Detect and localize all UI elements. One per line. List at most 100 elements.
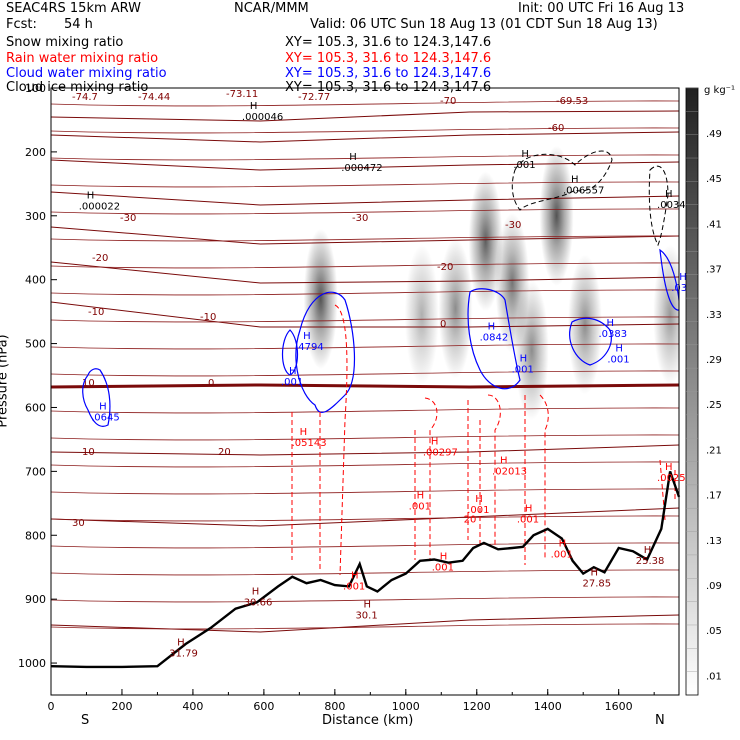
rain-water-contour-9 xyxy=(539,394,549,560)
H-value-10: .001 xyxy=(512,364,534,375)
x-axis-end-north: N xyxy=(655,713,665,728)
H-marker-15: H xyxy=(431,436,439,447)
colorbar-tick-5: .29 xyxy=(706,355,722,366)
isotherm-minor-11 xyxy=(51,407,679,414)
H-marker-29: H xyxy=(644,545,652,556)
field-xy-snow: XY= 105.3, 31.6 to 124.3,147.6 xyxy=(285,35,492,50)
plot-frame xyxy=(50,87,680,696)
rain-water-contour-2 xyxy=(334,304,348,576)
isotherm-minor-17 xyxy=(51,569,679,576)
field-label-snow: Snow mixing ratio xyxy=(6,35,124,50)
isotherm-minor-19 xyxy=(51,623,679,630)
valid-time: Valid: 06 UTC Sun 18 Aug 13 (01 CDT Sun … xyxy=(310,17,658,32)
y-tick-label-7: 800 xyxy=(25,529,46,542)
isotherm-0 xyxy=(51,110,679,122)
H-marker-3: H xyxy=(521,149,529,160)
snow-core-0 xyxy=(303,228,338,369)
cloud-ice-contour-0 xyxy=(511,150,613,211)
H-marker-10: H xyxy=(520,353,528,364)
H-marker-9: H xyxy=(488,321,496,332)
model-title: SEAC4RS 15km ARW xyxy=(6,1,142,16)
H-value-20: 20 xyxy=(464,514,477,525)
y-tick-label-1: 200 xyxy=(25,146,46,159)
org-title: NCAR/MMM xyxy=(234,1,309,16)
colorbar-tick-1: .45 xyxy=(706,174,722,185)
colorbar-tick-11: .05 xyxy=(706,626,722,637)
H-marker-27: H xyxy=(177,638,185,649)
H-marker-17: H xyxy=(665,462,673,473)
y-axis-title: Pressure (hPa) xyxy=(0,334,11,428)
isotherm-8 xyxy=(51,444,679,456)
isotherm-3 xyxy=(51,191,679,206)
H-value-8: .0645 xyxy=(91,412,120,423)
init-time: Init: 00 UTC Fri 16 Aug 13 xyxy=(518,1,685,16)
colorbar-unit: g kg⁻¹ xyxy=(704,85,735,96)
x-tick-label-5: 1000 xyxy=(392,700,420,713)
snow-core-5 xyxy=(514,279,549,420)
temperature-label-6: -60 xyxy=(548,123,564,134)
H-marker-18: H xyxy=(417,491,425,502)
H-marker-26: H xyxy=(363,599,371,610)
temperature-label-8: -30 xyxy=(352,213,368,224)
cloud-water-contour-1 xyxy=(281,329,299,376)
colorbar-tick-3: .37 xyxy=(706,265,722,276)
terrain-layer xyxy=(50,471,681,669)
temperature-label-1: -74.44 xyxy=(138,92,170,103)
isotherm-9 xyxy=(51,507,679,527)
H-value-7: .001 xyxy=(281,377,303,388)
isotherm-4 xyxy=(51,226,679,245)
H-value-4: .006557 xyxy=(563,185,604,196)
isotherm-minor-2 xyxy=(51,154,679,161)
x-tick-label-4: 800 xyxy=(324,700,345,713)
H-value-11: .0383 xyxy=(598,329,627,340)
H-marker-28: H xyxy=(591,567,599,578)
isotherm-minor-4 xyxy=(51,208,679,215)
axes-layer: 0 200 400 600 800 1000 1200 1400 160010020030040… xyxy=(18,82,655,713)
snow-shading-layer xyxy=(303,145,679,420)
H-value-22: .001 xyxy=(551,550,573,561)
x-tick-label-2: 400 xyxy=(182,700,203,713)
H-marker-4: H xyxy=(571,174,579,185)
temperature-label-19: 30 xyxy=(72,518,85,529)
H-marker-14: H xyxy=(300,427,308,438)
isotherm-minor-5 xyxy=(51,235,679,242)
H-value-14: .05143 xyxy=(292,438,327,449)
H-value-24: .001 xyxy=(343,582,365,593)
colorbar-tick-6: .25 xyxy=(706,400,722,411)
H-value-18: .001 xyxy=(409,502,431,513)
temperature-label-11: -20 xyxy=(437,262,453,273)
isotherm-minor-1 xyxy=(51,127,679,134)
colorbar-tick-7: .21 xyxy=(706,445,722,456)
isotherm-minor-16 xyxy=(51,542,679,549)
snow-core-3 xyxy=(468,171,503,312)
x-axis-title: Distance (km) xyxy=(322,713,414,728)
temperature-label-15: 0 xyxy=(208,378,214,389)
y-tick-label-9: 1000 xyxy=(18,657,46,670)
isotherm-5 xyxy=(51,261,679,284)
cloud-water-contour-3 xyxy=(467,288,521,390)
colorbar-tick-9: .13 xyxy=(706,536,722,547)
isotherm-6 xyxy=(51,301,679,328)
H-marker-1: H xyxy=(349,152,357,163)
H-value-13: .036 xyxy=(671,283,693,294)
isotherm-minor-0 xyxy=(51,100,679,107)
field-xy-cloud-water: XY= 105.3, 31.6 to 124.3,147.6 xyxy=(285,66,492,81)
cloud-water-contour-4 xyxy=(569,317,612,366)
temperature-label-4: -70 xyxy=(440,96,456,107)
isotherm-minor-14 xyxy=(51,488,679,495)
isotherm-1 xyxy=(51,131,679,143)
isotherm-2 xyxy=(51,159,679,171)
snow-core-1 xyxy=(404,244,439,385)
H-value-15: .00297 xyxy=(423,447,458,458)
temperature-label-18: 20 xyxy=(218,447,231,458)
H-value-27: 31.79 xyxy=(169,649,198,660)
H-marker-21: H xyxy=(525,503,533,514)
H-value-17: .0025 xyxy=(657,473,686,484)
temperature-label-13: -10 xyxy=(200,312,216,323)
isotherm-minor-7 xyxy=(51,289,679,296)
H-value-19: .001 xyxy=(467,505,489,516)
temperature-label-16: 10 xyxy=(82,378,95,389)
isotherm-7 xyxy=(51,383,679,389)
